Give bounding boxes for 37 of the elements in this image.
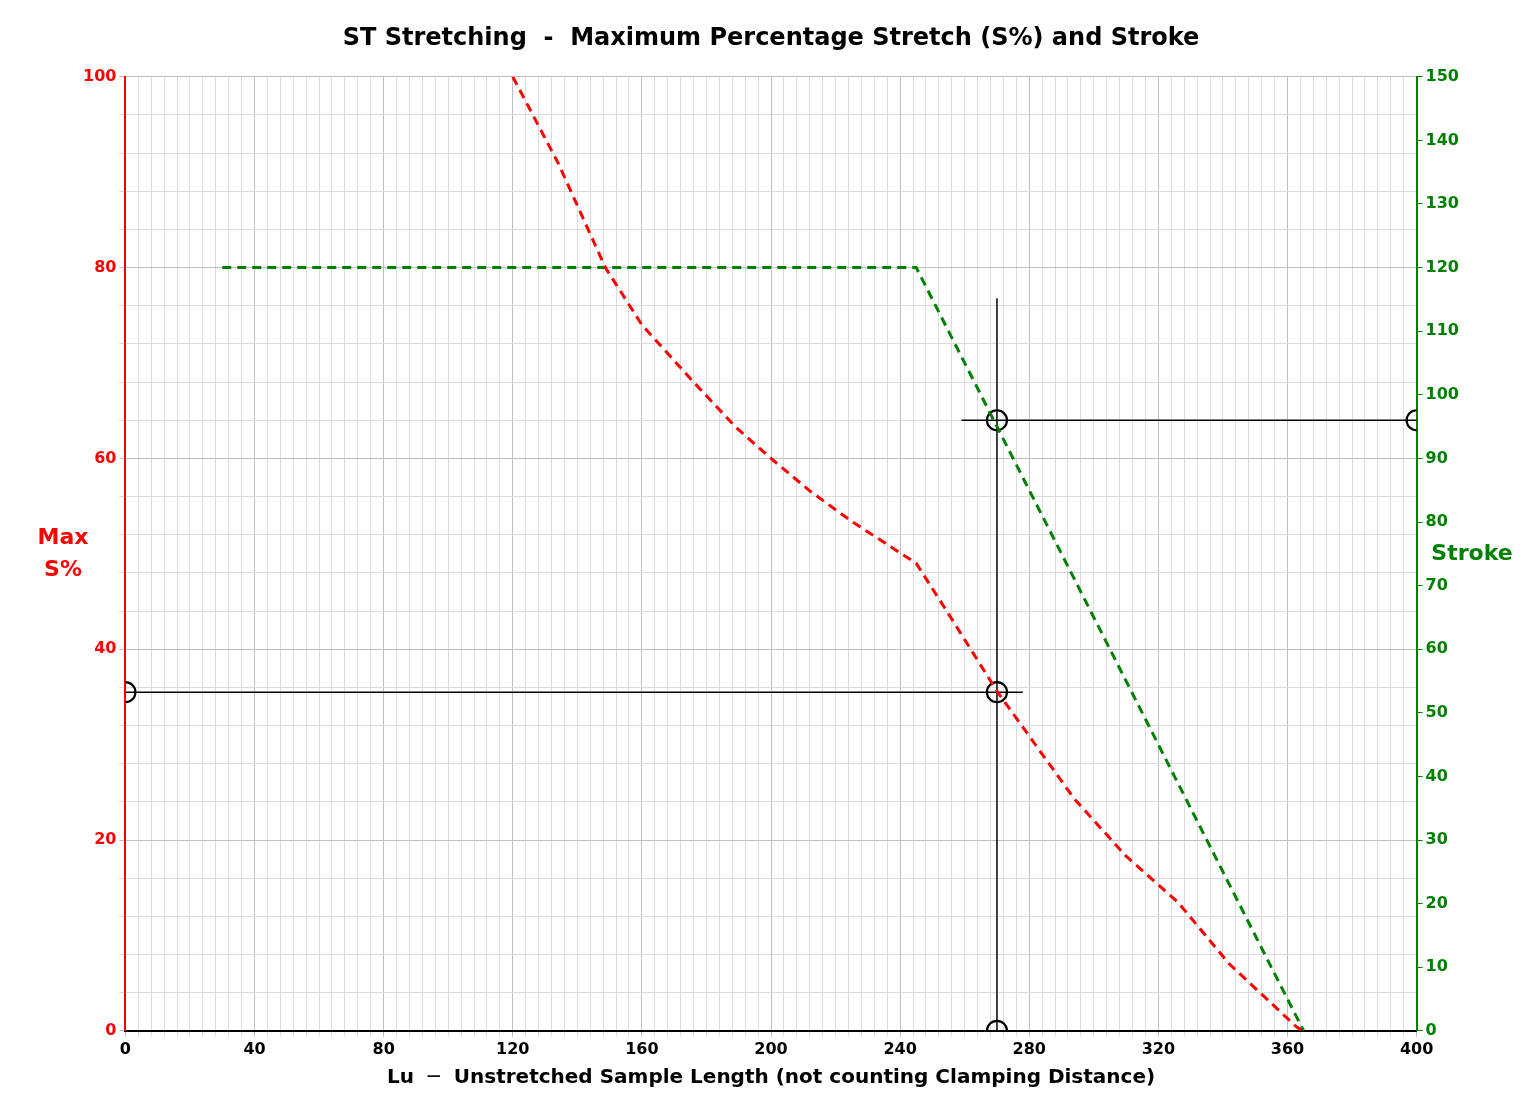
x-tick-label: 160	[625, 1038, 659, 1058]
x-tick-label: 0	[119, 1038, 131, 1058]
y2-tick-label: 20	[1425, 892, 1448, 912]
chart-title: ST Stretching - Maximum Percentage Stretch (S%) and Stroke	[342, 22, 1200, 51]
y2-tick-label: 10	[1425, 956, 1448, 976]
y2-tick-label: 140	[1425, 129, 1460, 149]
y2-tick-label: 40	[1425, 765, 1448, 785]
x-tick-label: 240	[883, 1038, 917, 1058]
y2-tick-label: 70	[1425, 574, 1448, 594]
x-tick-label: 120	[496, 1038, 530, 1058]
y2-tick-label: 100	[1425, 383, 1460, 403]
y-tick-label: 40	[94, 638, 117, 658]
y-tick-label: 20	[94, 829, 117, 849]
y2-axis-title: Stroke	[1431, 539, 1513, 565]
y2-tick-label: 80	[1425, 511, 1448, 531]
y2-tick-label: 60	[1425, 638, 1448, 658]
y2-tick-label: 150	[1425, 65, 1460, 85]
y2-tick-label: 0	[1425, 1019, 1437, 1039]
y-tick-label: 0	[105, 1019, 117, 1039]
x-tick-label: 360	[1270, 1038, 1305, 1058]
y-tick-label: 100	[82, 65, 117, 85]
x-tick-label: 320	[1141, 1038, 1176, 1058]
y2-tick-label: 110	[1425, 320, 1460, 340]
x-tick-label: 80	[372, 1038, 395, 1058]
x-tick-label: 40	[243, 1038, 266, 1058]
y-tick-label: 80	[94, 256, 117, 276]
x-axis-title: Lu ─ Unstretched Sample Length (not counting Clamping Distance)	[386, 1064, 1156, 1089]
y2-tick-label: 30	[1425, 829, 1448, 849]
x-tick-label: 400	[1399, 1038, 1434, 1058]
y2-tick-label: 130	[1425, 193, 1460, 213]
x-tick-label: 280	[1012, 1038, 1046, 1058]
y-tick-label: 60	[94, 447, 117, 467]
y-axis-title: Max S%	[37, 523, 89, 581]
y2-tick-label: 120	[1425, 256, 1460, 276]
x-tick-label: 200	[754, 1038, 788, 1058]
y2-tick-label: 90	[1425, 447, 1448, 467]
y2-tick-label: 50	[1425, 701, 1448, 721]
